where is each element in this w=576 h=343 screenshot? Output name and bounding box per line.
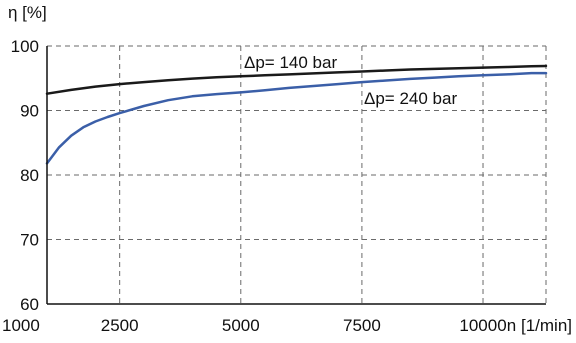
series-line-1 [45,71,548,165]
y-tick-label-100: 100 [11,37,39,56]
x-tick-label-2500: 2500 [101,316,139,335]
axes [46,46,546,305]
grid [47,45,547,304]
x-tick-label-7500: 7500 [343,316,381,335]
x-tick-label-5000: 5000 [222,316,260,335]
y-tick-label-70: 70 [20,231,39,250]
series-label-140bar: Δp= 140 bar [244,53,337,72]
y-axis-title: η [%] [8,3,47,22]
tick-labels: 60 70 80 90 100 1000 2500 5000 7500 10000 [2,37,507,335]
series-line-0 [45,64,548,95]
series-lines [45,64,548,165]
x-tick-label-1000: 1000 [2,316,40,335]
series-label-240bar: Δp= 240 bar [364,89,457,108]
y-tick-label-90: 90 [20,102,39,121]
x-tick-label-10000: 10000 [459,316,506,335]
y-tick-label-80: 80 [20,166,39,185]
y-tick-label-60: 60 [20,295,39,314]
x-axis-title: n [1/min] [507,316,572,335]
